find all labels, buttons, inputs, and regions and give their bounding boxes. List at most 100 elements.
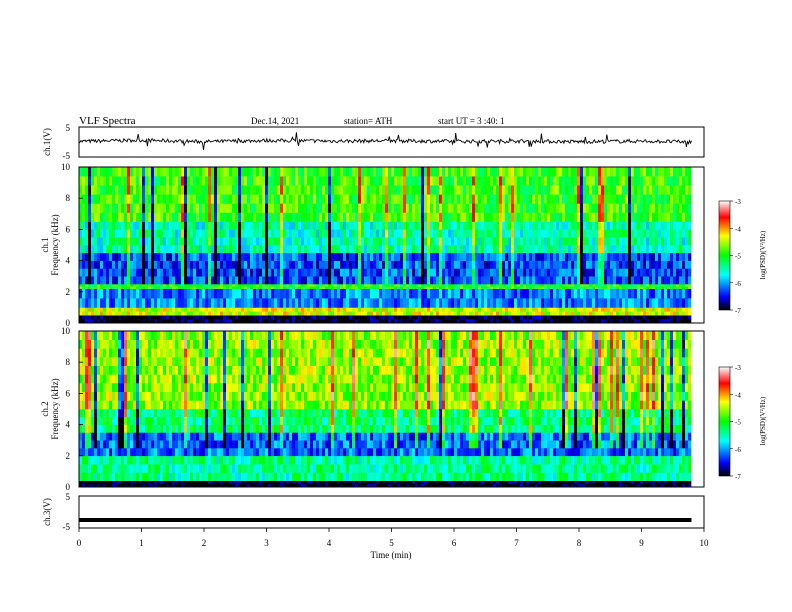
spectrogram-cell [640, 229, 644, 238]
spectrogram-cell [247, 319, 251, 324]
spectrogram-cell [502, 194, 506, 204]
spectrogram-cell [448, 212, 452, 222]
spectrogram-cell [565, 194, 569, 204]
spectrogram-cell [103, 472, 107, 481]
spectrogram-cell [133, 284, 137, 287]
spectrogram-cell [619, 284, 623, 287]
spectrogram-cell [118, 455, 122, 465]
spectrogram-cell [370, 185, 374, 195]
spectrogram-cell [397, 245, 401, 254]
spectrogram-cell [109, 176, 113, 186]
spectrogram-cell [568, 284, 572, 287]
spectrogram-cell [448, 245, 452, 254]
spectrogram-cell [112, 374, 116, 384]
spectrogram-cell [175, 203, 179, 213]
spectrogram-cell [364, 288, 368, 299]
spectrogram-cell [511, 286, 515, 289]
spectrogram-cell [544, 229, 548, 238]
spectrogram-cell [232, 203, 236, 213]
spectrogram-cell [460, 288, 464, 299]
spectrogram-cell [214, 315, 218, 320]
spectrogram-cell [235, 203, 239, 213]
spectrogram-cell [451, 284, 455, 287]
spectrogram-cell [613, 315, 617, 320]
spectrogram-cell [169, 298, 173, 308]
spectrogram-cell [550, 203, 554, 213]
spectrogram-cell [334, 176, 338, 186]
spectrogram-cell [529, 176, 533, 186]
spectrogram-cell [115, 464, 119, 473]
spectrogram-cell [478, 229, 482, 238]
spectrogram-cell [184, 286, 188, 289]
spectrogram-cell [496, 311, 500, 316]
spectrogram-cell [667, 307, 671, 312]
spectrogram-cell [508, 284, 512, 287]
spectrogram-cell [568, 288, 572, 299]
spectrogram-cell [91, 176, 95, 186]
spectrogram-cell [457, 229, 461, 238]
spectrogram-cell [502, 167, 506, 177]
spectrogram-cell [82, 260, 86, 269]
spectrogram-cell [661, 203, 665, 213]
spectrogram-cell [538, 260, 542, 269]
spectrogram-cell [265, 276, 269, 285]
spectrogram-cell [238, 167, 242, 177]
spectrogram-cell [472, 260, 476, 269]
spectrogram-cell [193, 203, 197, 213]
spectrogram-cell [106, 245, 110, 254]
spectrogram-cell [505, 237, 509, 246]
spectrogram-cell [514, 284, 518, 287]
spectrogram-cell [157, 284, 161, 287]
spectrogram-cell [364, 203, 368, 213]
spectrogram-cell [196, 194, 200, 204]
spectrogram-cell [289, 237, 293, 246]
spectrogram-cell [523, 194, 527, 204]
spectrogram-cell [607, 319, 611, 324]
spectrogram-cell [442, 319, 446, 324]
spectrogram-cell [529, 229, 533, 238]
spectrogram-cell [418, 284, 422, 287]
spectrogram-cell [565, 319, 569, 324]
spectrogram-cell [172, 276, 176, 285]
spectrogram-cell [430, 311, 434, 316]
spectrogram-cell [415, 245, 419, 254]
spectrogram-cell [493, 237, 497, 246]
spectrogram-cell [172, 284, 176, 287]
spectrogram-cell [100, 383, 104, 392]
spectrogram-cell [154, 268, 158, 277]
spectrogram-cell [466, 212, 470, 222]
spectrogram-cell [301, 311, 305, 316]
spectrogram-cell [121, 448, 125, 457]
spectrogram-cell [658, 221, 662, 230]
spectrogram-cell [631, 203, 635, 213]
spectrogram-cell [292, 288, 296, 299]
spectrogram-cell [106, 472, 110, 481]
spectrogram-cell [397, 176, 401, 186]
spectrogram-cell [637, 319, 641, 324]
spectrogram-cell [349, 194, 353, 204]
spectrogram-cell [571, 229, 575, 238]
spectrogram-cell [226, 245, 230, 254]
spectrogram-cell [133, 480, 137, 485]
spectrogram-cell [328, 176, 332, 186]
spectrogram-cell [238, 212, 242, 222]
spectrogram-cell [439, 252, 443, 261]
spectrogram-cell [676, 319, 680, 324]
spectrogram-cell [613, 311, 617, 316]
spectrogram-cell [436, 276, 440, 285]
spectrogram-cell [547, 252, 551, 261]
spectrogram-cell [631, 245, 635, 254]
spectrogram-cell [460, 203, 464, 213]
spectrogram-cell [388, 185, 392, 195]
spectrogram-cell [571, 221, 575, 230]
spectrogram-cell [304, 185, 308, 195]
spectrogram-cell [592, 212, 596, 222]
spectrogram-cell [574, 268, 578, 277]
spectrogram-cell [97, 331, 101, 340]
spectrogram-cell [364, 307, 368, 312]
spectrogram-cell [556, 311, 560, 316]
spectrogram-cell [97, 432, 101, 441]
spectrogram-cell [94, 245, 98, 254]
spectrogram-cell [688, 276, 692, 285]
spectrogram-cell [139, 284, 143, 287]
